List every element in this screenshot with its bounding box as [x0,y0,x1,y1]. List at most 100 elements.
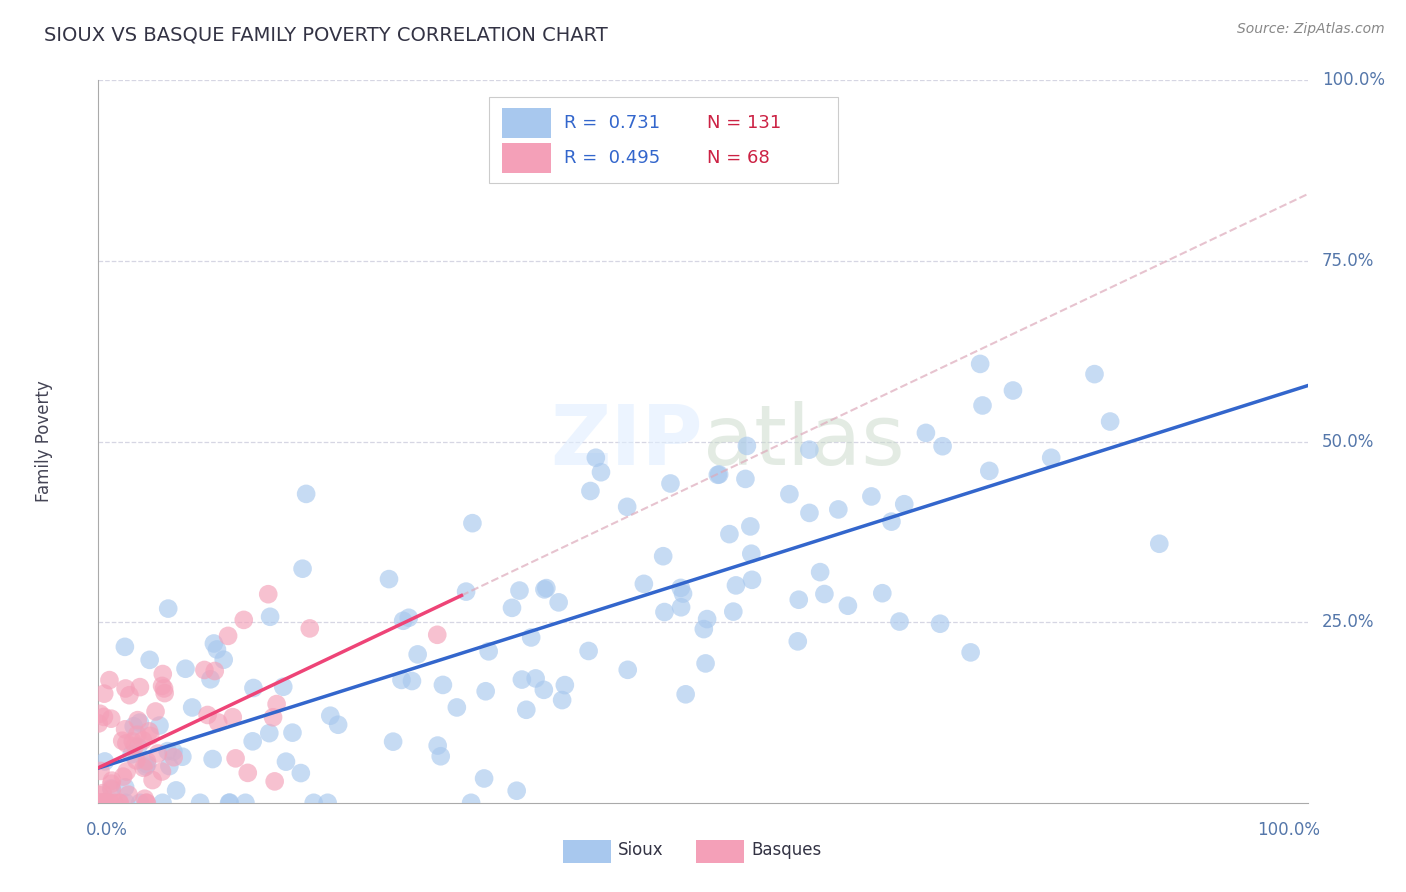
Point [125,753,148,767]
Point [724,578,747,592]
Point [128,715,150,730]
Point [578,644,600,658]
Point [212,653,235,667]
Point [236,765,259,780]
Point [505,783,527,797]
Point [893,497,915,511]
Point [90,796,112,810]
Point [157,759,180,773]
Point [510,673,533,687]
Text: 100.0%: 100.0% [1322,71,1385,89]
Point [90,796,112,810]
Point [122,719,145,733]
Point [741,573,763,587]
Point [217,629,239,643]
Point [696,612,718,626]
Point [134,791,156,805]
Text: Source: ZipAtlas.com: Source: ZipAtlas.com [1237,22,1385,37]
Point [235,796,257,810]
Text: atlas: atlas [703,401,904,482]
Point [127,728,149,742]
Point [969,357,991,371]
Point [132,733,155,747]
Point [432,678,454,692]
Point [89,706,111,721]
Text: 100.0%: 100.0% [1257,821,1320,838]
Point [257,587,280,601]
Point [675,687,697,701]
Point [472,772,495,786]
Point [515,703,537,717]
Point [117,788,139,802]
Point [501,600,523,615]
Point [200,673,222,687]
Point [127,713,149,727]
Point [319,708,342,723]
Point [101,773,124,788]
Point [474,684,496,698]
Point [181,700,204,714]
Point [392,614,415,628]
Point [406,648,429,662]
Point [929,616,952,631]
Text: Sioux: Sioux [619,841,664,859]
Point [735,439,758,453]
Point [153,681,176,696]
Point [197,708,219,723]
Point [1083,367,1105,381]
Point [153,686,176,700]
Point [121,747,143,762]
Point [734,472,756,486]
Point [723,605,745,619]
Point [426,628,449,642]
Point [547,595,569,609]
Point [108,796,131,810]
Point [778,487,800,501]
Point [114,796,136,810]
Point [114,780,136,795]
Point [205,642,228,657]
Point [298,622,321,636]
Text: 75.0%: 75.0% [1322,252,1375,270]
Point [91,796,114,810]
Point [1149,537,1171,551]
Point [672,586,695,600]
Point [129,680,152,694]
Point [139,729,162,743]
Point [100,712,122,726]
Point [98,796,121,810]
Point [98,673,121,687]
Point [129,796,152,810]
Point [813,587,835,601]
Point [136,754,159,768]
Point [201,752,224,766]
Point [174,662,197,676]
Point [271,680,294,694]
Point [659,476,682,491]
Point [114,640,136,654]
Point [652,549,675,564]
Point [554,678,576,692]
Point [156,744,179,758]
Point [108,796,131,810]
Point [880,515,903,529]
Point [401,673,423,688]
Point [162,744,184,758]
Point [290,766,312,780]
Point [259,726,281,740]
FancyBboxPatch shape [502,143,551,173]
Point [266,697,288,711]
Point [524,672,547,686]
Point [259,609,281,624]
Point [786,634,808,648]
Point [551,693,574,707]
Point [93,710,115,724]
Point [204,664,226,678]
Point [872,586,894,600]
Point [827,502,849,516]
Point [979,464,1001,478]
Point [263,774,285,789]
Point [157,601,180,615]
Point [1040,450,1063,465]
Point [124,739,146,753]
